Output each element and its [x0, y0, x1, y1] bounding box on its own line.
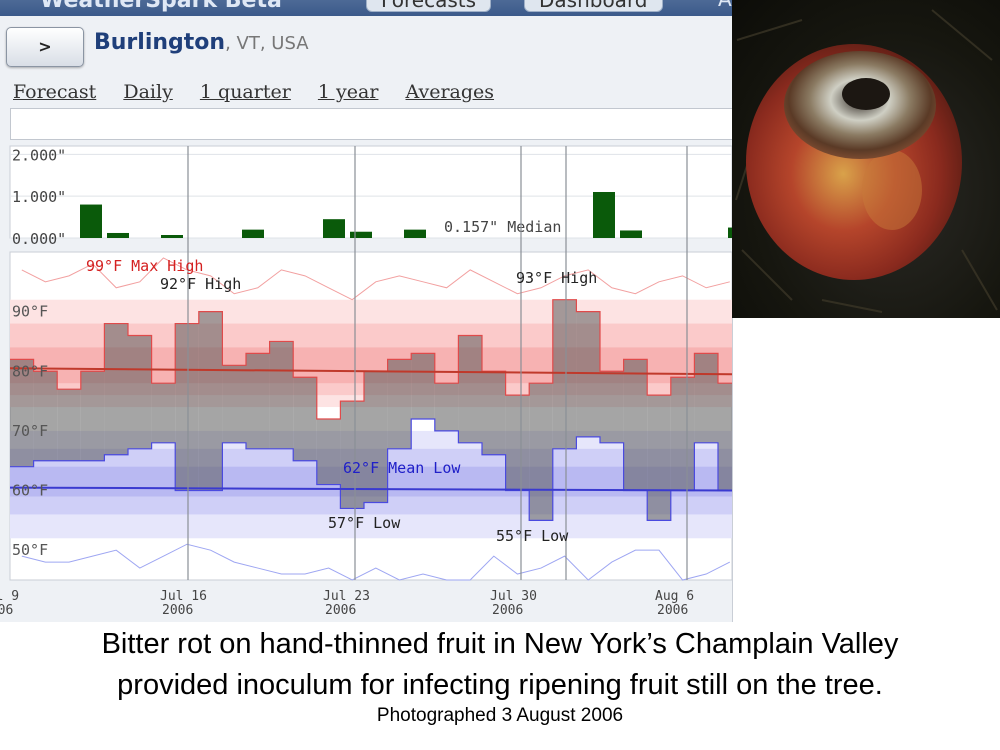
- caption-line-1: Bitter rot on hand-thinned fruit in New …: [101, 628, 899, 660]
- x-tick-year: 2006: [162, 603, 193, 618]
- x-tick-year: 2006: [657, 603, 688, 618]
- daily-range-bar: [175, 323, 199, 491]
- ground-debris: [735, 9, 998, 313]
- temp-y-tick: 70°F: [12, 422, 48, 440]
- apple-image: [735, 9, 998, 313]
- daily-range-bar: [576, 311, 600, 437]
- daily-range-bar: [670, 377, 695, 491]
- max-high-annotation: 99°F Max High: [86, 257, 203, 275]
- tab-forecasts[interactable]: Forecasts: [366, 0, 492, 12]
- low-annotation-1: 57°F Low: [328, 514, 401, 532]
- mean-low-annotation: 62°F Mean Low: [343, 459, 461, 477]
- daily-range-bar: [552, 299, 577, 449]
- temp-y-tick: 80°F: [12, 362, 48, 380]
- daily-range-bar: [246, 353, 270, 449]
- daily-range-bar: [364, 371, 388, 503]
- daily-range-bar: [529, 383, 553, 521]
- record-high-line: [21, 257, 730, 301]
- daily-range-bar: [458, 335, 482, 443]
- caption-line-2: provided inoculum for infecting ripening…: [117, 669, 883, 701]
- daily-range-bar: [10, 359, 34, 467]
- precip-bar: [350, 231, 372, 238]
- weather-panel: WeatherSpark Beta Forecasts Dashboard A …: [0, 0, 733, 622]
- daily-range-bar: [623, 359, 648, 491]
- location-title: Burlington, VT, USA: [94, 30, 309, 55]
- range-nav: Forecast Daily 1 quarter 1 year Averages: [13, 81, 516, 103]
- daily-range-bar: [198, 311, 223, 491]
- precip-bar: [593, 192, 615, 238]
- mean-low-line: [9, 486, 732, 492]
- high-annotation-1: 92°F High: [160, 275, 241, 293]
- daily-range-bar: [718, 383, 732, 491]
- search-bar[interactable]: [10, 108, 732, 140]
- precip-y-tick: 1.000": [12, 188, 66, 206]
- precip-y-tick: 0.000": [12, 230, 66, 248]
- daily-range-bar: [694, 353, 718, 443]
- nav-link-1-year[interactable]: 1 year: [317, 81, 379, 103]
- daily-range-bar: [33, 371, 58, 461]
- daily-range-bar: [151, 383, 176, 443]
- precip-bar: [161, 235, 183, 238]
- daily-range-bar: [434, 383, 459, 431]
- temp-y-tick: 50°F: [12, 541, 48, 559]
- record-low-line: [21, 543, 731, 581]
- precip-bar: [323, 219, 345, 238]
- daily-low-line: [10, 418, 732, 521]
- x-tick-label: Jul 16: [160, 589, 207, 604]
- x-tick-label: Jul 30: [490, 589, 537, 604]
- daily-range-bar: [104, 323, 128, 455]
- bitter-rot-apple-photo: [732, 0, 1000, 318]
- precip-bar: [620, 230, 642, 238]
- x-tick-year: 2006: [0, 603, 13, 618]
- weather-charts[interactable]: 2.000" 1.000" 0.000" 0.157" Median 90°F 80°F 7…: [0, 140, 732, 622]
- daily-range-bar: [482, 371, 506, 455]
- nav-link-1-quarter[interactable]: 1 quarter: [199, 81, 291, 103]
- x-tick-label: Aug 6: [655, 589, 694, 604]
- precip-bar: [107, 232, 129, 238]
- region-name: , VT, USA: [225, 33, 309, 54]
- daily-range-bar: [340, 401, 364, 509]
- precip-median-label: 0.157" Median: [444, 218, 561, 236]
- precip-bar: [242, 229, 264, 238]
- precip-bar: [728, 227, 732, 238]
- x-tick-year: 2006: [325, 603, 356, 618]
- precip-y-tick: 2.000": [12, 146, 66, 164]
- low-annotation-2: 55°F Low: [496, 527, 569, 545]
- daily-range-bar: [57, 389, 81, 461]
- nav-link-averages[interactable]: Averages: [405, 81, 495, 103]
- daily-range-bar: [505, 395, 530, 491]
- high-annotation-2: 93°F High: [516, 269, 597, 287]
- daily-range-bar: [316, 418, 341, 485]
- daily-range-bar: [387, 359, 412, 449]
- daily-range-bar: [411, 353, 435, 419]
- daily-range-bar: [128, 335, 152, 449]
- city-name: Burlington: [94, 30, 226, 55]
- mean-high-line: [9, 367, 732, 376]
- precip-bar: [404, 229, 426, 238]
- daily-range-bar: [600, 371, 624, 443]
- nav-link-daily[interactable]: Daily: [123, 81, 173, 103]
- nav-link-forecast[interactable]: Forecast: [13, 81, 97, 103]
- daily-range-bar: [222, 365, 246, 443]
- precip-panel: [9, 145, 732, 239]
- temp-y-tick: 90°F: [12, 303, 48, 321]
- x-tick-label: Jul 23: [323, 589, 370, 604]
- temp-y-tick: 60°F: [12, 482, 48, 500]
- daily-range-bar: [269, 341, 294, 449]
- expand-button[interactable]: >: [6, 27, 84, 67]
- daily-range-bar: [647, 395, 671, 521]
- precip-bar: [80, 204, 102, 238]
- tab-dashboard[interactable]: Dashboard: [524, 0, 663, 12]
- tab-more[interactable]: A: [704, 0, 732, 10]
- calyx: [842, 78, 890, 110]
- caption: Bitter rot on hand-thinned fruit in New …: [0, 624, 1000, 706]
- app-brand[interactable]: WeatherSpark Beta: [40, 0, 282, 13]
- x-tick-label: Jul 9: [0, 589, 19, 604]
- photo-credit: Photographed 3 August 2006: [376, 705, 624, 726]
- daily-range-bar: [293, 377, 317, 461]
- daily-range-bar: [80, 371, 105, 461]
- x-tick-year: 2006: [492, 603, 523, 618]
